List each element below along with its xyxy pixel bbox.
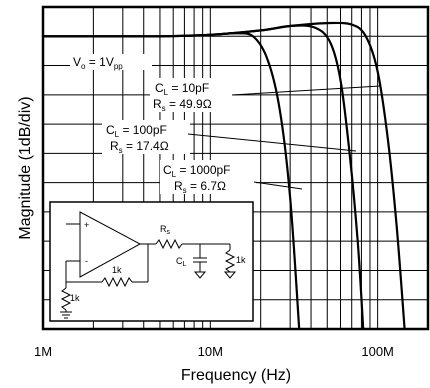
svg-text:Rs = 49.9Ω: Rs = 49.9Ω [153, 97, 212, 113]
svg-text:1k: 1k [236, 255, 246, 265]
svg-text:CL = 100pF: CL = 100pF [106, 123, 167, 139]
annotation-cl10: CL = 10pF Rs = 49.9Ω [150, 78, 381, 113]
series-line-cl1000 [42, 32, 301, 330]
annotation-vo: Vo = 1Vpp [70, 54, 152, 71]
svg-text:-: - [85, 256, 88, 266]
plot-frame [41, 5, 430, 331]
svg-text:1k: 1k [112, 265, 122, 275]
x-tick-label-0: 1M [34, 344, 52, 359]
svg-text:CL: CL [176, 256, 187, 268]
x-axis-title: Frequency (Hz) [181, 367, 291, 384]
annotation-cl100: CL = 100pF Rs = 17.4Ω [102, 120, 357, 155]
grid [43, 7, 428, 329]
svg-text:Rs = 17.4Ω: Rs = 17.4Ω [110, 139, 169, 155]
svg-text:Rs = 6.7Ω: Rs = 6.7Ω [174, 179, 226, 195]
annotation-cl1000: CL = 1000pF Rs = 6.7Ω [160, 160, 303, 195]
x-tick-label-1: 10M [198, 344, 223, 359]
curves [42, 21, 406, 330]
y-axis-title: Magnitude (1dB/div) [17, 96, 34, 239]
x-tick-label-2: 100M [361, 344, 394, 359]
schematic-inset: + - 1k 1k Rs CL 1k [49, 201, 254, 322]
svg-text:1k: 1k [70, 293, 80, 303]
svg-text:+: + [84, 220, 89, 230]
svg-text:Rs: Rs [160, 224, 171, 236]
svg-text:CL = 10pF: CL = 10pF [155, 81, 209, 97]
x-tick-labels: 1M 10M 100M [34, 344, 394, 359]
svg-text:Vo = 1Vpp: Vo = 1Vpp [73, 55, 123, 71]
svg-text:CL = 1000pF: CL = 1000pF [163, 163, 231, 179]
